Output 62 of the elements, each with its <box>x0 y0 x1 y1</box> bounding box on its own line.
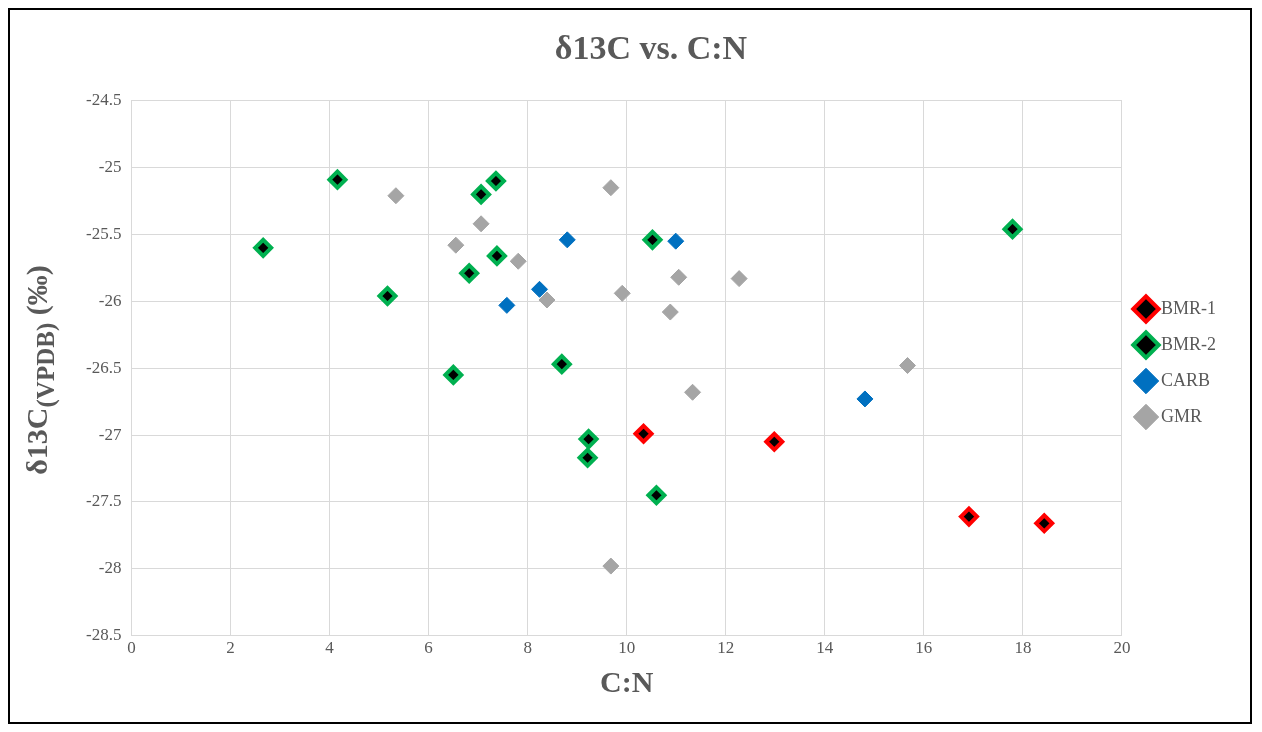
x-tick-label: 4 <box>325 638 335 658</box>
point <box>486 245 507 266</box>
point <box>387 187 405 205</box>
point <box>602 179 620 197</box>
point <box>472 215 490 233</box>
point <box>730 270 748 288</box>
point <box>443 364 464 385</box>
point <box>498 296 516 314</box>
point <box>661 303 679 321</box>
x-tick-label: 12 <box>717 638 735 658</box>
legend-label: CARB <box>1160 369 1211 390</box>
point <box>633 423 654 444</box>
legend-label: GMR <box>1160 405 1202 426</box>
point <box>459 263 480 284</box>
point <box>958 506 979 527</box>
x-tick-label: 0 <box>127 638 136 658</box>
point <box>509 252 527 270</box>
x-tick-label: 14 <box>816 638 834 658</box>
point <box>613 284 631 302</box>
x-tick-label: 6 <box>424 638 433 658</box>
x-tick-label: 10 <box>618 638 636 658</box>
point <box>538 291 556 309</box>
point <box>1034 513 1055 534</box>
point <box>327 169 348 190</box>
point <box>531 280 549 298</box>
x-tick-label: 8 <box>523 638 532 658</box>
y-tick-label: -27 <box>98 424 122 444</box>
y-tick-label: -25 <box>98 157 122 177</box>
y-tick-label: -26 <box>98 290 122 310</box>
point <box>684 383 702 401</box>
y-tick-label: -28 <box>98 558 122 578</box>
point <box>670 268 688 286</box>
point <box>646 485 667 506</box>
legend-label: BMR-1 <box>1160 297 1216 318</box>
y-tick-label: -27.5 <box>85 491 122 511</box>
point <box>558 231 576 249</box>
x-tick-label: 18 <box>1014 638 1032 658</box>
point <box>551 354 572 375</box>
y-tick-label: -28.5 <box>85 625 122 645</box>
point <box>667 232 685 250</box>
point <box>577 447 598 468</box>
point <box>899 357 917 375</box>
x-tick-label: 20 <box>1113 638 1131 658</box>
point <box>485 171 506 192</box>
y-tick-label: -25.5 <box>85 223 122 243</box>
legend-label: BMR-2 <box>1160 333 1216 354</box>
point <box>602 557 620 575</box>
point <box>1002 219 1023 240</box>
chart-title: δ13C vs. C:N <box>554 29 748 67</box>
y-tick-label: -24.5 <box>85 90 122 110</box>
x-tick-label: 16 <box>915 638 933 658</box>
point <box>253 237 274 258</box>
point <box>642 229 663 250</box>
point <box>447 236 465 254</box>
x-axis-title: C:N <box>600 664 654 698</box>
point <box>471 184 492 205</box>
point <box>764 431 785 452</box>
point <box>578 429 599 450</box>
y-tick-label: -26.5 <box>85 357 122 377</box>
x-tick-label: 2 <box>226 638 235 658</box>
point <box>377 286 398 306</box>
point <box>856 390 874 408</box>
